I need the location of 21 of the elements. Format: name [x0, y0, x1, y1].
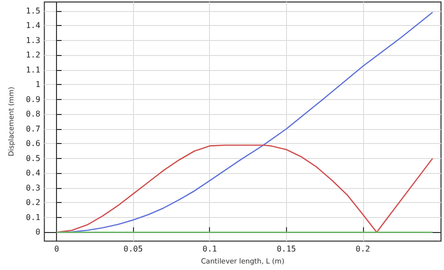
x-tick-label: 0.15 [276, 244, 296, 254]
y-tick-label: 0 [36, 228, 41, 237]
y-tick-label: 1.4 [26, 21, 41, 30]
y-tick-label: 0.4 [26, 168, 41, 178]
y-tick-label: 0.2 [26, 198, 41, 208]
y-tick-label: 0.5 [26, 154, 41, 163]
x-tick-label: 0.2 [356, 244, 370, 254]
x-tick-label: 0 [54, 244, 60, 254]
y-tick-label: 0.6 [26, 139, 41, 148]
y-tick-label: 0.1 [26, 212, 41, 222]
y-tick-label: 0.3 [26, 183, 41, 192]
y-tick-label: 1 [36, 80, 41, 90]
y-tick-label: 0.9 [26, 94, 41, 104]
y-tick-label: 1.1 [26, 65, 41, 74]
y-tick-label: 1.3 [26, 36, 41, 45]
x-tick-label: 0.1 [202, 244, 218, 254]
y-tick-label: 0.8 [26, 110, 41, 119]
y-tick-label: 1.2 [26, 50, 41, 60]
y-tick-label: 0.7 [26, 124, 41, 134]
x-tick-label: 0.05 [124, 244, 143, 254]
y-tick-label: 1.5 [26, 6, 41, 16]
